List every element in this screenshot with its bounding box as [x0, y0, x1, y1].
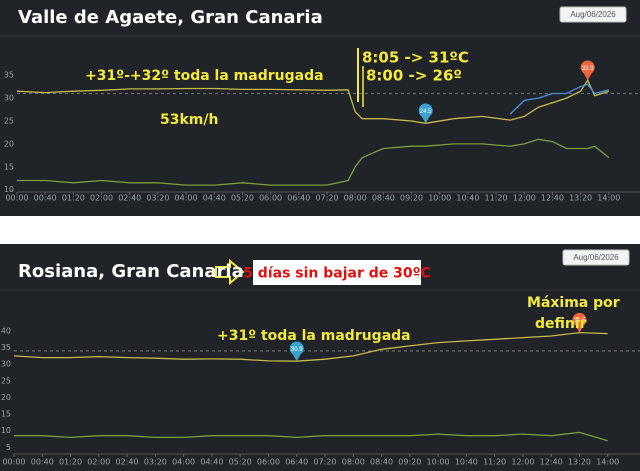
- y-tick-label: 5: [6, 443, 11, 452]
- date-picker: Aug/06/2026: [570, 10, 616, 19]
- x-tick-label: 04:40: [203, 194, 226, 203]
- panel-background: [0, 0, 640, 216]
- x-tick-label: 12:40: [540, 458, 563, 467]
- annotation: +31º toda la madrugada: [217, 328, 411, 344]
- x-tick-label: 11:20: [483, 458, 506, 467]
- x-tick-label: 09:20: [398, 458, 421, 467]
- series-line: [14, 431, 608, 442]
- annotation: definir: [535, 316, 587, 332]
- x-tick-label: 01:20: [59, 458, 82, 467]
- y-tick-label: 40: [1, 326, 11, 335]
- series-line: [17, 138, 610, 186]
- arrow: [215, 258, 245, 286]
- x-tick-label: 06:00: [257, 458, 280, 467]
- x-tick-label: 07:20: [315, 194, 338, 203]
- x-tick-label: 06:00: [259, 194, 282, 203]
- pin-label: 24.5: [420, 109, 432, 115]
- x-tick-label: 02:00: [90, 194, 113, 203]
- y-tick-label: 20: [1, 393, 11, 402]
- series-line: [13, 331, 608, 362]
- annotation: Máxima por: [527, 295, 620, 311]
- date-box: [562, 249, 630, 266]
- subtitle-box: [253, 260, 421, 285]
- x-tick-label: 00:00: [5, 194, 28, 203]
- x-tick-label: 03:20: [144, 458, 167, 467]
- y-tick-label: 10: [4, 185, 14, 194]
- y-tick-label: 10: [1, 426, 11, 435]
- value-pin: [289, 341, 304, 362]
- x-tick-label: 12:00: [513, 194, 536, 203]
- x-tick-label: 02:40: [118, 194, 141, 203]
- date-box: [559, 6, 627, 23]
- y-tick-label: 30: [4, 94, 14, 103]
- x-tick-label: 14:00: [596, 458, 619, 467]
- annotation: 8:05 -> 31ºC: [362, 49, 469, 67]
- y-tick-label: 35: [4, 71, 14, 80]
- annotation: 8:00 -> 26º: [366, 67, 462, 85]
- x-tick-label: 02:00: [87, 458, 110, 467]
- x-tick-label: 09:20: [400, 194, 423, 203]
- x-tick-label: 03:20: [146, 194, 169, 203]
- value-pin: [418, 103, 433, 124]
- x-tick-label: 14:00: [597, 194, 620, 203]
- x-tick-label: 04:40: [200, 458, 223, 467]
- chart-title: Valle de Agaete, Gran Canaria: [18, 7, 323, 28]
- x-tick-label: 02:40: [116, 458, 139, 467]
- y-tick-label: 20: [4, 139, 14, 148]
- x-tick-label: 00:40: [31, 458, 54, 467]
- x-tick-label: 13:20: [569, 194, 592, 203]
- annotation: +31º-+32º toda la madrugada: [85, 68, 324, 84]
- x-tick-label: 05:20: [231, 194, 254, 203]
- x-tick-label: 10:40: [456, 194, 479, 203]
- x-tick-label: 11:20: [485, 194, 508, 203]
- x-tick-label: 12:40: [541, 194, 564, 203]
- x-tick-label: 08:40: [372, 194, 395, 203]
- value-pin: [580, 60, 595, 81]
- date-picker: Aug/06/2026: [573, 253, 619, 262]
- y-tick-label: 15: [4, 162, 14, 171]
- y-tick-label: 25: [1, 376, 11, 385]
- x-tick-label: 08:00: [344, 194, 367, 203]
- y-tick-label: 35: [1, 343, 11, 352]
- pin-label: 30.9: [291, 347, 303, 353]
- x-tick-label: 10:00: [427, 458, 450, 467]
- pin-label: 39.5: [574, 318, 586, 324]
- x-tick-label: 07:20: [313, 458, 336, 467]
- value-pin: [572, 312, 587, 333]
- x-tick-label: 04:00: [175, 194, 198, 203]
- x-tick-label: 13:20: [568, 458, 591, 467]
- series-line: [509, 83, 609, 115]
- x-tick-label: 12:00: [511, 458, 534, 467]
- x-tick-label: 10:40: [455, 458, 478, 467]
- x-tick-label: 10:00: [428, 194, 451, 203]
- x-tick-label: 08:00: [342, 458, 365, 467]
- x-tick-label: 04:00: [172, 458, 195, 467]
- subtitle: 5 días sin bajar de 30ºC: [243, 266, 431, 282]
- annotation: 53km/h: [160, 112, 218, 128]
- x-tick-label: 05:20: [229, 458, 252, 467]
- y-tick-label: 30: [1, 360, 11, 369]
- x-tick-label: 06:40: [285, 458, 308, 467]
- x-tick-label: 00:40: [34, 194, 57, 203]
- chart-title: Rosiana, Gran Canaria: [18, 261, 244, 282]
- pin-label: 33.9: [582, 66, 594, 72]
- x-tick-label: 08:40: [370, 458, 393, 467]
- y-tick-label: 15: [1, 410, 11, 419]
- y-tick-label: 25: [4, 116, 14, 125]
- x-tick-label: 00:00: [2, 458, 25, 467]
- x-tick-label: 06:40: [287, 194, 310, 203]
- x-tick-label: 01:20: [62, 194, 85, 203]
- series-line: [16, 78, 610, 124]
